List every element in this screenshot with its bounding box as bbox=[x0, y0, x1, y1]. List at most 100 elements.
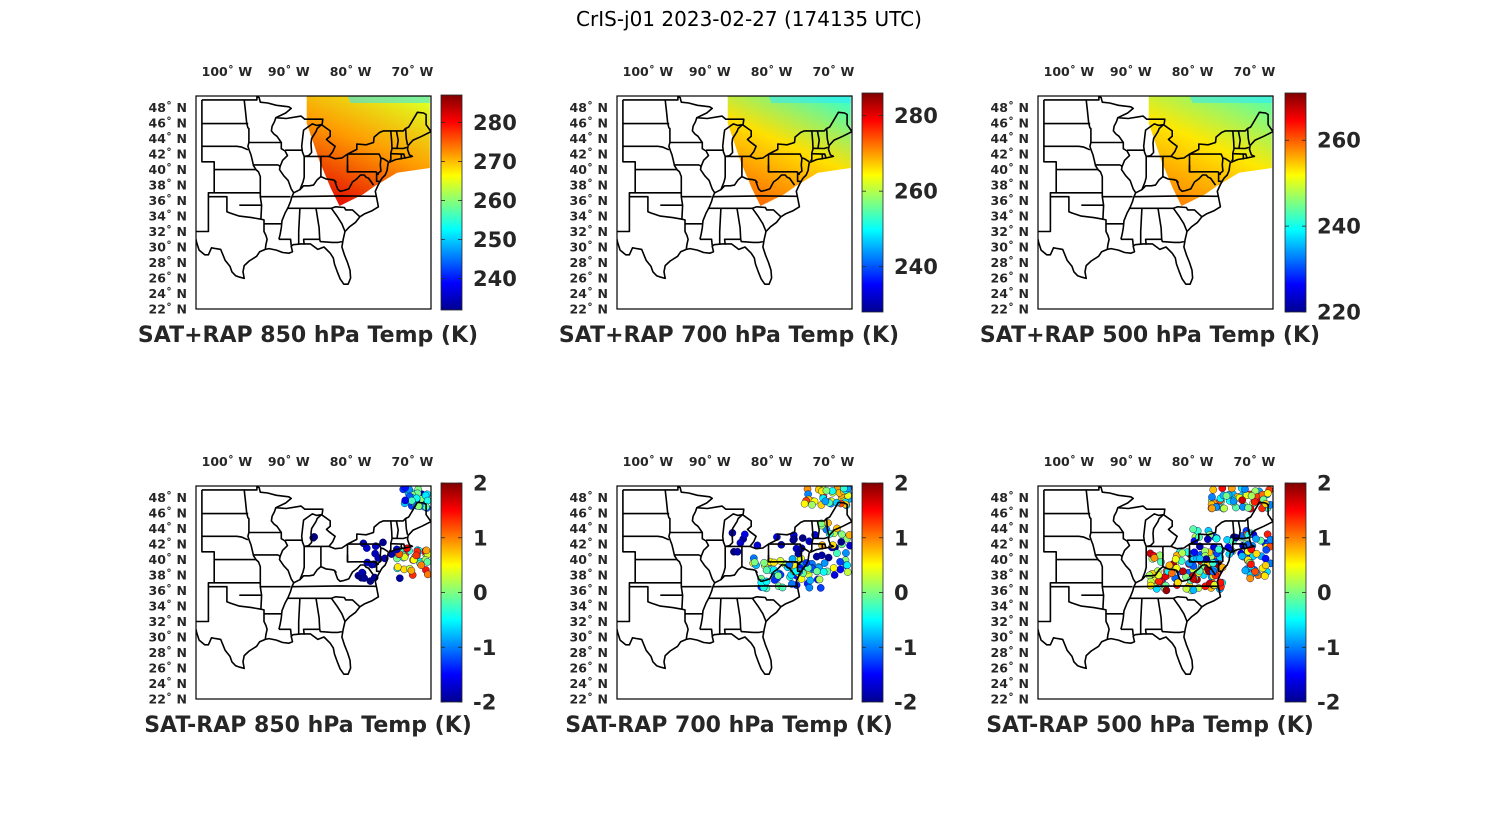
panel-title: SAT+RAP 700 hPa Temp (K) bbox=[559, 323, 899, 348]
colorbar-tick-label: 240 bbox=[473, 267, 517, 291]
data-point bbox=[1263, 489, 1272, 498]
lat-tick-label: 30˚ N bbox=[149, 630, 187, 645]
data-point bbox=[1247, 560, 1255, 569]
state-boundaries bbox=[196, 486, 431, 675]
data-point bbox=[1179, 567, 1187, 576]
state-boundaries bbox=[196, 96, 431, 285]
panel-title: SAT-RAP 700 hPa Temp (K) bbox=[565, 713, 893, 738]
lon-tick-label: 90˚ W bbox=[268, 454, 310, 469]
figure-title: CrIS-j01 2023-02-27 (174135 UTC) bbox=[576, 7, 922, 31]
data-point bbox=[1167, 569, 1176, 578]
lat-tick-label: 26˚ N bbox=[991, 271, 1029, 286]
lat-tick-label: 44˚ N bbox=[570, 521, 608, 536]
map-area bbox=[1038, 486, 1273, 675]
data-point bbox=[815, 575, 824, 584]
panel-sat-minus-rap-850: 100˚ W 90˚ W 80˚ W 70˚ W 48˚ N46˚ N44˚ N42˚ … bbox=[144, 454, 496, 738]
colorbar: 240 250 260 270 280 bbox=[440, 94, 517, 311]
colorbar-tick-label: 260 bbox=[473, 189, 517, 213]
panel-title: SAT-RAP 500 hPa Temp (K) bbox=[986, 713, 1314, 738]
lon-tick-label: 70˚ W bbox=[1234, 454, 1276, 469]
lat-tick-label: 48˚ N bbox=[149, 100, 187, 115]
lat-tick-label: 42˚ N bbox=[570, 537, 608, 552]
lat-tick-label: 36˚ N bbox=[149, 193, 187, 208]
colorbar-tick-label: 0 bbox=[1317, 581, 1332, 605]
data-point bbox=[379, 538, 387, 547]
colorbar-tick-label: 0 bbox=[473, 581, 488, 605]
lat-tick-label: 24˚ N bbox=[570, 676, 608, 691]
data-point bbox=[1261, 554, 1270, 563]
data-point bbox=[1238, 552, 1246, 560]
colorbar: -2 -1 0 1 2 bbox=[1284, 472, 1340, 715]
colorbar-tick-label: 220 bbox=[1317, 301, 1361, 325]
data-point bbox=[813, 567, 821, 576]
lat-tick-label: 44˚ N bbox=[149, 521, 187, 536]
lat-tick-label: 24˚ N bbox=[991, 286, 1029, 301]
temperature-swath bbox=[306, 96, 430, 206]
lon-tick-label: 70˚ W bbox=[813, 454, 855, 469]
lon-tick-label: 70˚ W bbox=[813, 64, 855, 79]
panel-title: SAT+RAP 500 hPa Temp (K) bbox=[980, 323, 1320, 348]
data-point bbox=[736, 539, 745, 547]
data-point bbox=[806, 576, 814, 585]
lat-tick-label: 32˚ N bbox=[149, 614, 187, 629]
colorbar-tick-label: -1 bbox=[894, 636, 917, 660]
difference-points bbox=[1145, 486, 1273, 595]
lat-tick-label: 30˚ N bbox=[149, 240, 187, 255]
lon-tick-label: 70˚ W bbox=[392, 64, 434, 79]
data-point bbox=[1178, 549, 1187, 557]
lat-tick-label: 34˚ N bbox=[149, 599, 187, 614]
lat-tick-label: 24˚ N bbox=[149, 676, 187, 691]
data-point bbox=[843, 568, 852, 576]
data-point bbox=[1241, 566, 1250, 575]
data-point bbox=[412, 551, 421, 560]
data-point bbox=[1241, 486, 1249, 493]
colorbar-tick-label: -1 bbox=[473, 636, 496, 660]
data-point bbox=[829, 564, 838, 572]
map-area bbox=[617, 486, 852, 675]
lon-tick-label: 80˚ W bbox=[1172, 64, 1214, 79]
lat-tick-label: 34˚ N bbox=[149, 209, 187, 224]
colorbar-tick-label: 2 bbox=[894, 472, 909, 496]
data-point bbox=[1252, 549, 1261, 558]
map-area bbox=[1038, 96, 1273, 285]
data-point bbox=[750, 558, 759, 567]
data-point bbox=[733, 548, 742, 556]
lat-tick-label: 24˚ N bbox=[149, 286, 187, 301]
lon-tick-label: 100˚ W bbox=[623, 64, 674, 79]
lat-tick-label: 48˚ N bbox=[991, 100, 1029, 115]
data-point bbox=[824, 553, 833, 562]
lat-tick-label: 36˚ N bbox=[149, 583, 187, 598]
lat-tick-label: 48˚ N bbox=[570, 100, 608, 115]
lat-tick-label: 46˚ N bbox=[149, 116, 187, 131]
data-point bbox=[1150, 554, 1159, 562]
data-point bbox=[407, 566, 416, 575]
data-point bbox=[760, 559, 768, 567]
lat-tick-label: 40˚ N bbox=[991, 552, 1029, 567]
lat-tick-label: 38˚ N bbox=[991, 568, 1029, 583]
colorbar-gradient bbox=[861, 92, 884, 313]
lat-tick-label: 42˚ N bbox=[991, 537, 1029, 552]
colorbar-tick-label: 240 bbox=[894, 255, 938, 279]
data-point bbox=[836, 558, 844, 566]
lat-tick-label: 48˚ N bbox=[570, 490, 608, 505]
colorbar-tick-label: 260 bbox=[894, 180, 938, 204]
lat-tick-label: 48˚ N bbox=[149, 490, 187, 505]
lat-tick-label: 30˚ N bbox=[991, 240, 1029, 255]
lon-tick-label: 100˚ W bbox=[1044, 64, 1095, 79]
state-boundaries bbox=[1038, 96, 1273, 285]
data-point bbox=[360, 574, 368, 582]
map-frame bbox=[195, 95, 432, 310]
data-point bbox=[424, 570, 431, 579]
data-point bbox=[843, 561, 851, 569]
lat-tick-label: 32˚ N bbox=[570, 224, 608, 239]
colorbar-tick-label: 250 bbox=[473, 228, 517, 252]
lon-tick-label: 80˚ W bbox=[330, 64, 372, 79]
lon-tick-label: 90˚ W bbox=[689, 454, 731, 469]
data-point bbox=[407, 496, 416, 505]
lat-tick-label: 46˚ N bbox=[149, 506, 187, 521]
lat-tick-label: 48˚ N bbox=[991, 490, 1029, 505]
data-point bbox=[1162, 586, 1171, 595]
data-point bbox=[741, 530, 749, 539]
lat-tick-label: 44˚ N bbox=[991, 521, 1029, 536]
data-point bbox=[1214, 545, 1223, 554]
